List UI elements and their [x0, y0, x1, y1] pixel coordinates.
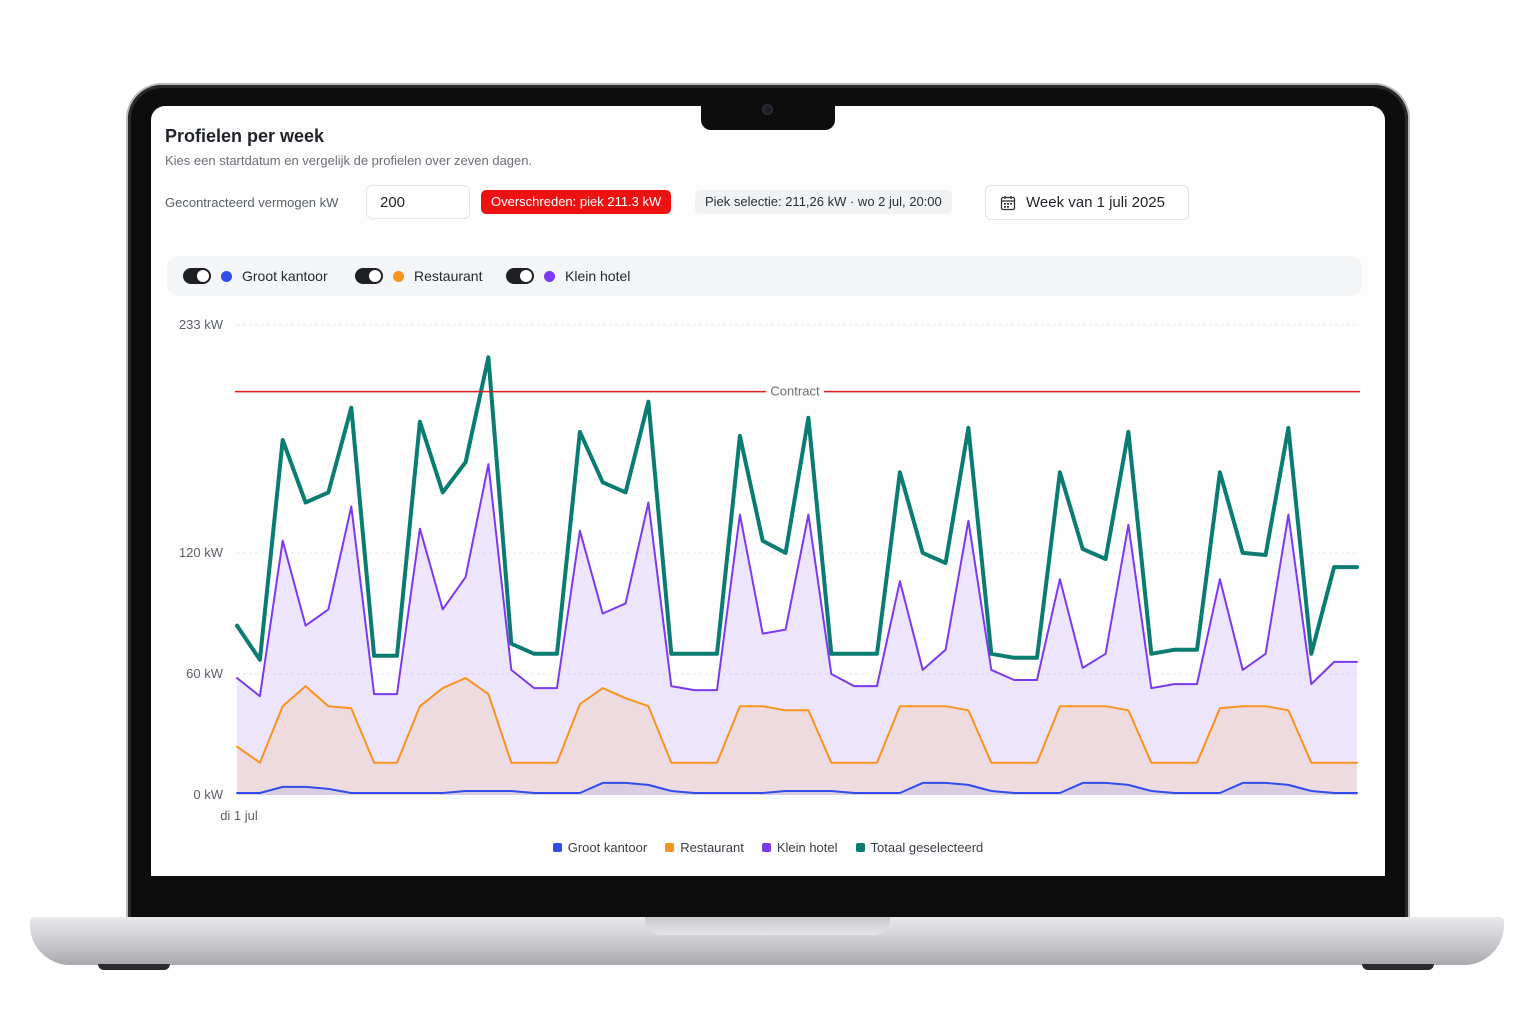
- legend-swatch: [855, 843, 865, 852]
- toggle-label: Groot kantoor: [242, 268, 328, 284]
- toggle-switch-icon[interactable]: [506, 268, 534, 284]
- x-tick-label: di 1 jul: [220, 808, 258, 823]
- series-dot: [393, 270, 404, 282]
- laptop-opening-groove: [645, 917, 890, 935]
- series-line-totaal-geselecteerd: [235, 355, 1359, 662]
- legend-item-groot-kantoor[interactable]: Groot kantoor: [552, 840, 648, 855]
- toggle-restaurant[interactable]: Restaurant: [355, 266, 482, 286]
- peak-selection-badge: Piek selectie: 211,26 kW · wo 2 jul, 20:…: [695, 190, 952, 214]
- y-tick-label: 0 kW: [193, 787, 223, 802]
- week-picker-button[interactable]: Week van 1 juli 2025: [985, 185, 1189, 220]
- profile-toggle-bar: Groot kantoor Restaurant Klein hotel: [167, 256, 1362, 296]
- legend-swatch: [761, 843, 771, 852]
- app-screen: Profielen per week Kies een startdatum e…: [151, 106, 1385, 876]
- y-tick-label: 120 kW: [179, 545, 224, 560]
- controls-row: Gecontracteerd vermogen kW Overschreden:…: [165, 185, 1375, 221]
- week-picker-label: Week van 1 juli 2025: [1026, 194, 1165, 211]
- toggle-switch-icon[interactable]: [183, 268, 211, 284]
- legend-label: Klein hotel: [776, 840, 838, 855]
- load-profile-chart: 0 kW 60 kW 120 kW 233 kW di 1 jul Contract: [179, 317, 1360, 823]
- series-line-groot-kantoor: [236, 781, 1358, 794]
- legend-item-klein-hotel[interactable]: Klein hotel: [761, 840, 838, 855]
- toggle-groot-kantoor[interactable]: Groot kantoor: [183, 266, 328, 286]
- toggle-switch-icon[interactable]: [355, 268, 383, 284]
- series-line-restaurant: [236, 677, 1358, 764]
- toggle-klein-hotel[interactable]: Klein hotel: [506, 266, 630, 286]
- page-subtitle: Kies een startdatum en vergelijk de prof…: [165, 153, 533, 168]
- contract-power-input[interactable]: [366, 185, 470, 219]
- legend-label: Totaal geselecteerd: [870, 840, 984, 855]
- toggle-label: Restaurant: [414, 268, 483, 284]
- laptop-foot-left: [98, 964, 170, 970]
- chart-legend: Groot kantoor Restaurant Klein hotel Tot…: [151, 840, 1385, 855]
- contract-power-label: Gecontracteerd vermogen kW: [165, 195, 339, 210]
- legend-swatch: [665, 843, 675, 852]
- area-restaurant: [237, 678, 1357, 795]
- legend-item-restaurant[interactable]: Restaurant: [665, 840, 744, 855]
- page-title: Profielen per week: [165, 126, 325, 146]
- calendar-icon: [1000, 195, 1016, 210]
- legend-swatch: [552, 843, 562, 852]
- legend-label: Groot kantoor: [567, 840, 648, 855]
- y-tick-label: 233 kW: [179, 317, 224, 332]
- series-dot: [544, 270, 555, 282]
- contract-label-bg: [766, 382, 824, 399]
- toggle-label: Klein hotel: [565, 268, 631, 284]
- legend-item-totaal[interactable]: Totaal geselecteerd: [855, 840, 984, 855]
- legend-label: Restaurant: [680, 840, 744, 855]
- contract-label: Contract: [770, 384, 820, 399]
- series-dot: [221, 270, 232, 282]
- camera-icon: [762, 104, 773, 115]
- series-line-klein-hotel: [236, 463, 1358, 698]
- y-tick-label: 60 kW: [186, 666, 224, 681]
- area-klein-hotel: [237, 464, 1357, 795]
- exceeded-badge: Overschreden: piek 211.3 kW: [481, 190, 672, 214]
- laptop-foot-right: [1362, 964, 1434, 970]
